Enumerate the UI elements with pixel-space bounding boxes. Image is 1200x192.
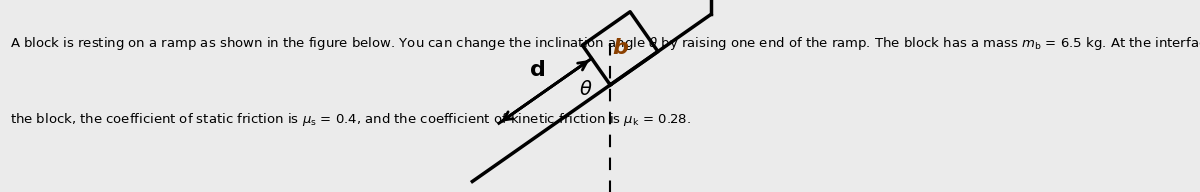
Text: b: b (612, 38, 628, 58)
Text: $\theta$: $\theta$ (580, 80, 593, 99)
Text: d: d (530, 60, 546, 80)
Text: A block is resting on a ramp as shown in the figure below. You can change the in: A block is resting on a ramp as shown in… (10, 35, 1200, 52)
Text: the block, the coefficient of static friction is $\mu_\mathrm{s}$ = 0.4, and the: the block, the coefficient of static fri… (10, 111, 691, 128)
